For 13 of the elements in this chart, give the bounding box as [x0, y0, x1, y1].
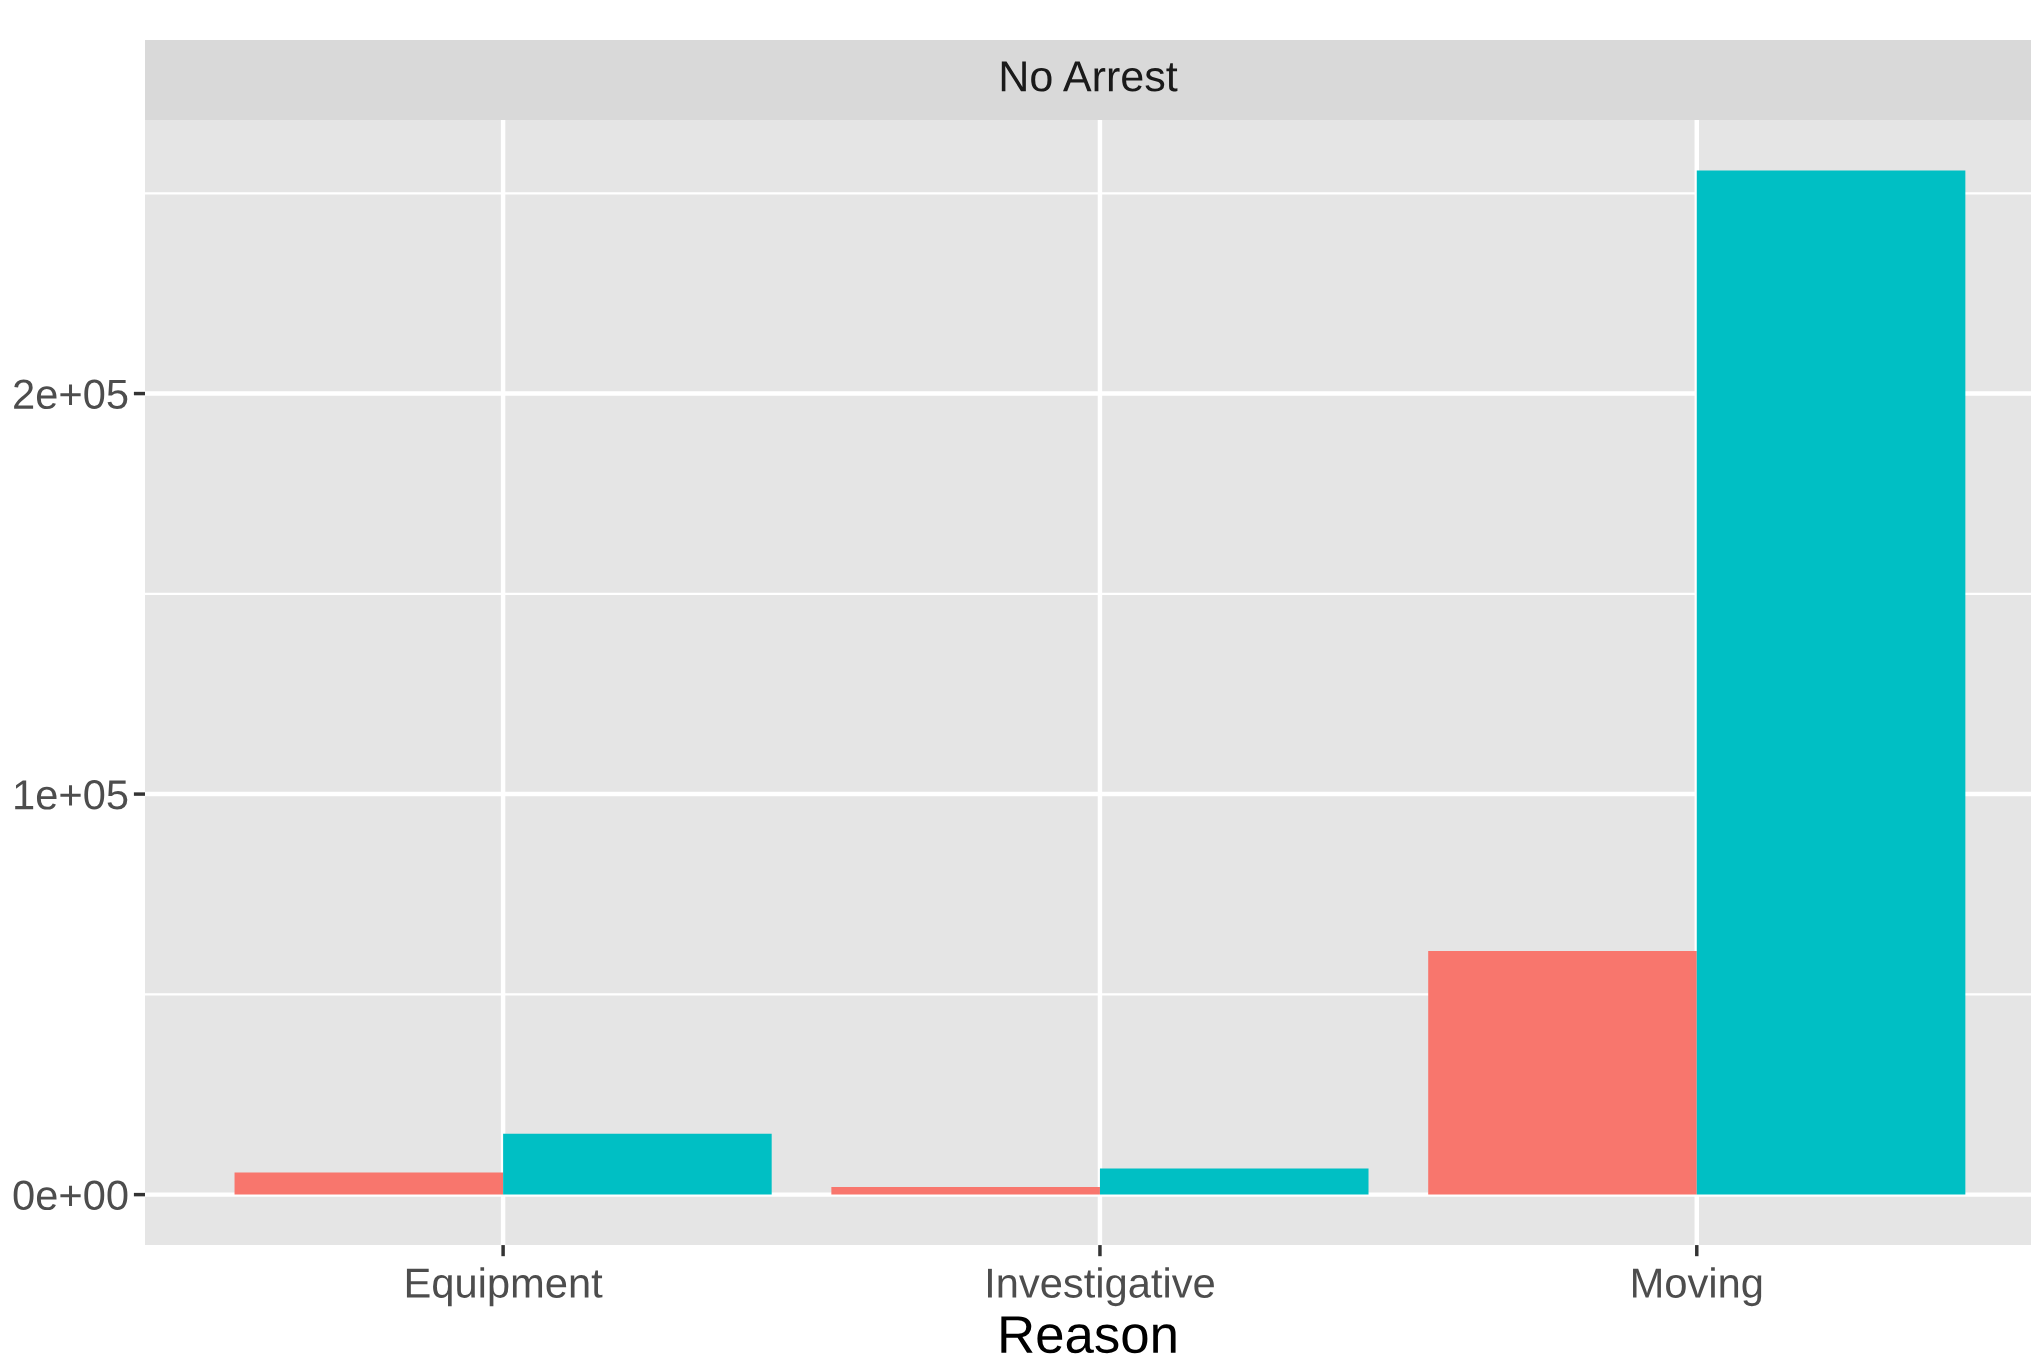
x-tick-label: Equipment — [406, 1267, 603, 1307]
bar — [831, 1187, 1100, 1195]
bar — [1099, 1168, 1369, 1195]
chart-subtitle: No Arrest — [1001, 61, 1178, 92]
y-tick-label: 2e+05 — [14, 379, 128, 410]
x-tick-label: Investigative — [987, 1267, 1214, 1307]
x-tick-label: Moving — [1633, 1267, 1762, 1307]
bar — [234, 1172, 504, 1195]
y-tick-label: 0e+00 — [13, 1180, 128, 1211]
bar — [1428, 951, 1697, 1195]
bar — [503, 1133, 772, 1195]
y-tick-label: 1e+05 — [15, 780, 128, 810]
x-axis-title: Reason — [1001, 1316, 1176, 1354]
